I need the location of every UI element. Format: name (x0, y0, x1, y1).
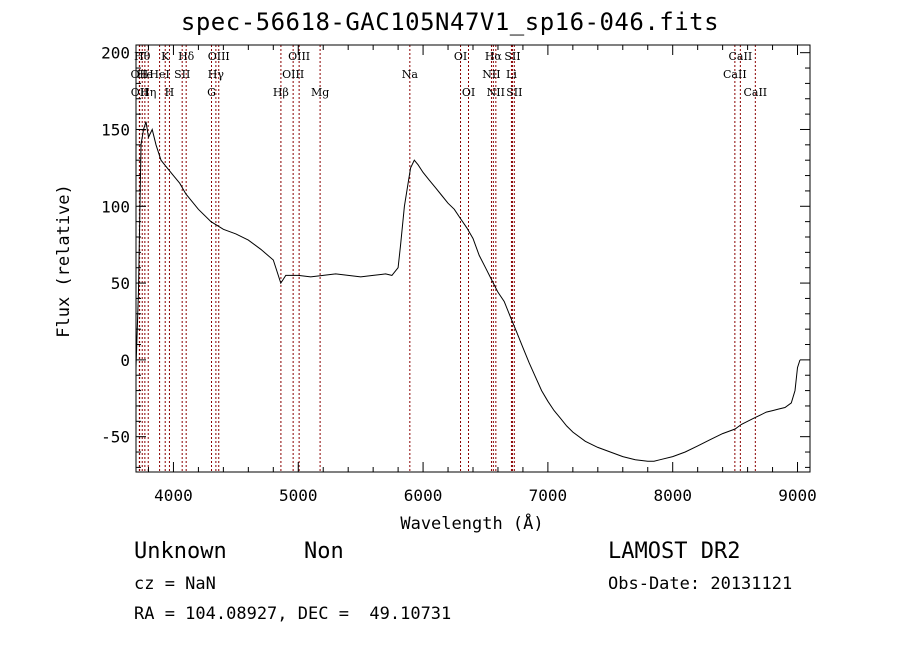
y-tick-label: 150 (101, 120, 130, 139)
y-tick-label: 200 (101, 44, 130, 63)
x-tick-label: 7000 (529, 486, 568, 505)
line-marker-label: OIII (288, 50, 310, 63)
redshift-text: cz = NaN (134, 574, 216, 594)
coordinates-text: RA = 104.08927, DEC = 49.10731 (134, 604, 452, 624)
obs-date-text: Obs-Date: 20131121 (608, 574, 793, 594)
y-tick-label: 100 (101, 197, 130, 216)
x-tick-label: 8000 (653, 486, 692, 505)
line-marker-label: OIII (282, 68, 304, 81)
x-tick-label: 6000 (404, 486, 443, 505)
line-marker-label: SII (174, 68, 190, 81)
line-marker-label: He (137, 68, 153, 81)
line-marker-label: Na (402, 68, 419, 81)
emission-line-labels: OII OII Hθ He Hη HeI K H SII Hδ G Hγ OIII Hβ OIII OIII M… (131, 50, 768, 99)
line-marker-label: Hθ (134, 50, 151, 63)
line-marker-label: OII (131, 68, 149, 81)
line-marker-label: SII (504, 50, 520, 63)
y-tick-label: -50 (101, 428, 130, 447)
plot-frame (135, 44, 811, 473)
line-marker-label: Hη (140, 86, 156, 99)
line-marker-label: OI (462, 86, 475, 99)
x-tick-label: 5000 (279, 486, 318, 505)
object-class: Unknown (134, 539, 227, 564)
line-marker-label: K (161, 50, 170, 63)
line-marker-label: OII (131, 86, 149, 99)
line-marker-label: OIII (208, 50, 230, 63)
line-marker-label: CaII (729, 50, 753, 63)
chart-title: spec-56618-GAC105N47V1_sp16-046.fits (180, 8, 720, 36)
y-tick-label: 50 (111, 274, 130, 293)
line-marker-label: OI (454, 50, 467, 63)
line-marker-label: G (207, 86, 216, 99)
x-axis-label: Wavelength (Å) (400, 512, 543, 534)
line-marker-label: HeI (149, 68, 169, 81)
y-axis-label: Flux (relative) (54, 184, 74, 338)
line-marker-label: Mg (311, 86, 329, 99)
emission-line-markers (138, 45, 756, 472)
object-subclass: Non (304, 539, 344, 564)
line-marker-label: SII (506, 86, 522, 99)
line-marker-label: NII (487, 86, 505, 99)
spectrum-line (135, 121, 801, 462)
line-marker-label: Hγ (208, 68, 225, 81)
y-tick-label: 0 (120, 351, 130, 370)
line-marker-label: NII (482, 68, 500, 81)
line-marker-label: Hδ (178, 50, 195, 63)
line-marker-label: Hβ (273, 86, 289, 99)
x-tick-label: 4000 (154, 486, 193, 505)
line-marker-label: Li (506, 68, 517, 81)
axis-ticks: 4000 5000 6000 7000 8000 9000 -50 0 50 100 150 200 (101, 44, 817, 505)
x-tick-label: 9000 (778, 486, 817, 505)
line-marker-label: Hα (485, 50, 503, 63)
line-marker-label: CaII (723, 68, 747, 81)
line-marker-label: CaII (743, 86, 767, 99)
line-marker-label: H (165, 86, 175, 99)
survey-name: LAMOST DR2 (608, 539, 741, 564)
